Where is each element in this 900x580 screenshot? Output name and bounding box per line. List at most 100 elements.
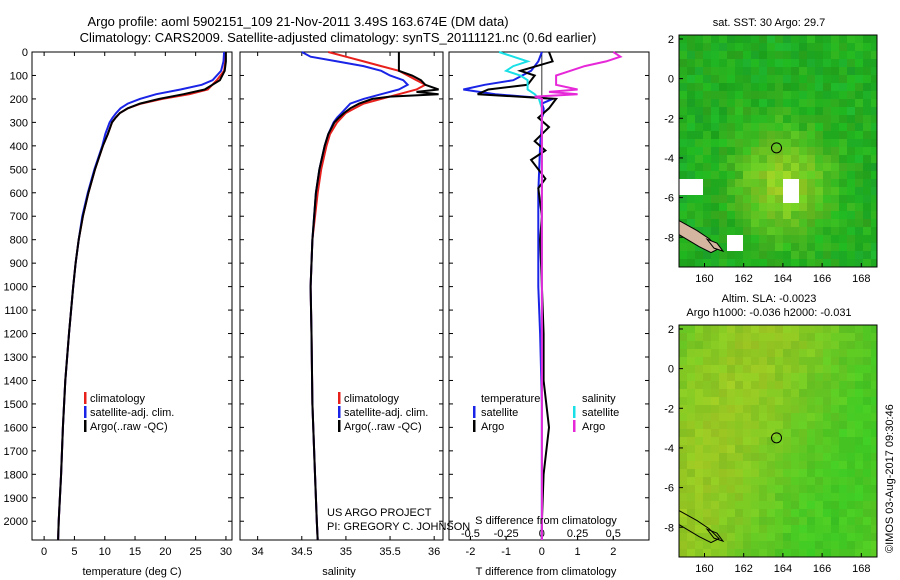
- heatmap-cell: [839, 533, 847, 541]
- heatmap-cell: [847, 333, 855, 341]
- heatmap-cell: [863, 413, 871, 421]
- heatmap-cell: [703, 397, 711, 405]
- heatmap-cell: [679, 501, 687, 509]
- heatmap-cell: [719, 477, 727, 485]
- heatmap-cell: [839, 163, 847, 171]
- heatmap-cell: [759, 365, 767, 373]
- heatmap-cell: [799, 541, 807, 549]
- heatmap-cell: [807, 341, 815, 349]
- heatmap-cell: [775, 525, 783, 533]
- heatmap-cell: [855, 445, 863, 453]
- heatmap-cell: [855, 131, 863, 139]
- heatmap-cell: [703, 195, 711, 203]
- heatmap-cell: [703, 43, 711, 51]
- heatmap-cell: [831, 67, 839, 75]
- heatmap-cell: [807, 187, 815, 195]
- heatmap-cell: [775, 453, 783, 461]
- heatmap-cell: [751, 453, 759, 461]
- heatmap-cell: [775, 243, 783, 251]
- x-tick-label: 30: [220, 546, 232, 558]
- heatmap-cell: [775, 123, 783, 131]
- heatmap-cell: [839, 171, 847, 179]
- heatmap-cell: [871, 155, 877, 163]
- heatmap-cell: [791, 405, 799, 413]
- heatmap-cell: [839, 381, 847, 389]
- heatmap-cell: [751, 251, 759, 259]
- heatmap-cell: [759, 517, 767, 525]
- heatmap-cell: [839, 421, 847, 429]
- heatmap-cell: [823, 243, 831, 251]
- heatmap-cell: [791, 51, 799, 59]
- heatmap-cell: [775, 131, 783, 139]
- heatmap-cell: [799, 251, 807, 259]
- heatmap-cell: [871, 333, 877, 341]
- heatmap-cell: [799, 35, 807, 43]
- heatmap-cell: [759, 179, 767, 187]
- heatmap-cell: [807, 509, 815, 517]
- heatmap-cell: [831, 251, 839, 259]
- heatmap-cell: [815, 219, 823, 227]
- heatmap-cell: [839, 469, 847, 477]
- heatmap-cell: [855, 155, 863, 163]
- heatmap-cell: [703, 477, 711, 485]
- x-tick-label: -2: [466, 546, 476, 558]
- heatmap-cell: [831, 227, 839, 235]
- heatmap-cell: [687, 389, 695, 397]
- heatmap-cell: [703, 99, 711, 107]
- heatmap-cell: [759, 43, 767, 51]
- heatmap-cell: [687, 195, 695, 203]
- heatmap-cell: [871, 349, 877, 357]
- temperature-xlabel: temperature (deg C): [82, 566, 181, 578]
- heatmap-cell: [823, 397, 831, 405]
- heatmap-cell: [759, 243, 767, 251]
- heatmap-cell: [711, 171, 719, 179]
- heatmap-cell: [815, 445, 823, 453]
- lat-tick-label: 2: [668, 324, 674, 336]
- heatmap-cell: [775, 373, 783, 381]
- heatmap-cell: [863, 91, 871, 99]
- heatmap-cell: [799, 179, 807, 187]
- heatmap-cell: [687, 75, 695, 83]
- heatmap-cell: [815, 493, 823, 501]
- heatmap-cell: [703, 131, 711, 139]
- heatmap-cell: [799, 163, 807, 171]
- heatmap-cell: [791, 43, 799, 51]
- heatmap-cell: [839, 493, 847, 501]
- heatmap-cell: [695, 99, 703, 107]
- heatmap-cell: [719, 429, 727, 437]
- heatmap-cell: [823, 349, 831, 357]
- heatmap-cell: [815, 357, 823, 365]
- heatmap-cell: [687, 445, 695, 453]
- heatmap-cell: [687, 251, 695, 259]
- heatmap-cell: [839, 365, 847, 373]
- heatmap-cell: [775, 517, 783, 525]
- coastline: [678, 509, 720, 544]
- legend-swatch-t-argo: [473, 420, 476, 432]
- heatmap-cell: [775, 35, 783, 43]
- heatmap-cell: [743, 437, 751, 445]
- heatmap-cell: [687, 525, 695, 533]
- heatmap-cell: [775, 437, 783, 445]
- heatmap-cell: [767, 517, 775, 525]
- heatmap-cell: [855, 389, 863, 397]
- heatmap-cell: [687, 437, 695, 445]
- heatmap-cell: [807, 397, 815, 405]
- heatmap-cell: [831, 469, 839, 477]
- heatmap-cell: [831, 397, 839, 405]
- heatmap-cell: [855, 333, 863, 341]
- heatmap-cell: [847, 139, 855, 147]
- heatmap-cell: [751, 365, 759, 373]
- heatmap-cell: [831, 333, 839, 341]
- heatmap-cell: [751, 59, 759, 67]
- heatmap-cell: [791, 533, 799, 541]
- heatmap-cell: [823, 533, 831, 541]
- heatmap-cell: [743, 365, 751, 373]
- heatmap-cell: [719, 99, 727, 107]
- heatmap-cell: [687, 413, 695, 421]
- heatmap-cell: [735, 501, 743, 509]
- heatmap-cell: [791, 549, 799, 557]
- heatmap-cell: [703, 509, 711, 517]
- heatmap-cell: [855, 413, 863, 421]
- lat-tick-label: -2: [664, 113, 674, 125]
- heatmap-cell: [823, 541, 831, 549]
